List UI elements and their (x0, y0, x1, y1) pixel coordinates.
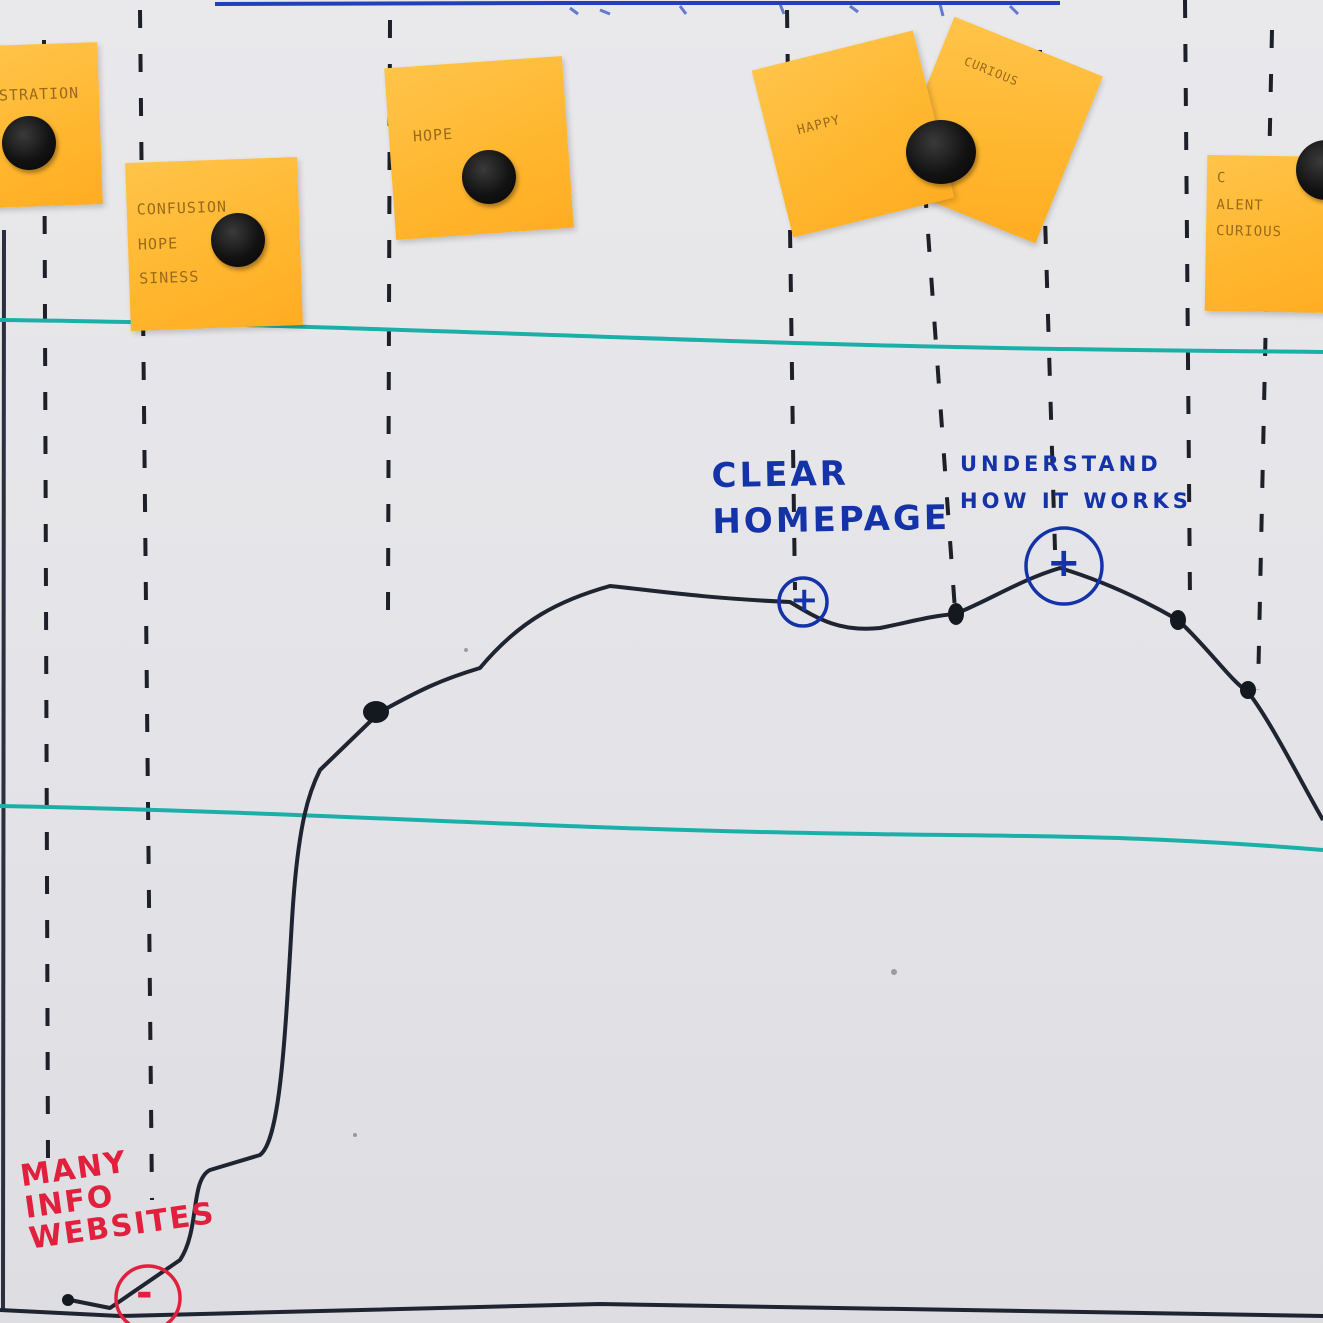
sticky-note-6-text: C ALENT CURIOUS (1215, 170, 1283, 241)
clear-homepage-label: CLEAR HOMEPAGE (711, 453, 951, 542)
curve-point-4 (1240, 681, 1256, 699)
sticky-note-3: HOPE (384, 56, 574, 240)
bottom-baseline (0, 1301, 1323, 1319)
minus-sign: - (136, 1270, 153, 1316)
teal-line-lower (0, 804, 1323, 852)
curve-point-5 (62, 1294, 74, 1306)
journey-curve (69, 566, 1323, 1310)
top-blue-scribble (569, 3, 1020, 17)
dashed-column-1 (42, 39, 50, 1161)
sticky-note-5-text: CURIOUS (962, 54, 1021, 89)
plus-sign-2: + (1047, 540, 1081, 586)
curve-point-2 (948, 603, 964, 625)
plus-sign-1: + (790, 580, 819, 620)
sticky-note-1-text: STRATION (0, 83, 80, 105)
magnet-2 (211, 213, 265, 267)
plus-circle-2 (1024, 526, 1104, 606)
top-blue-line (214, 0, 1060, 6)
curve-point-3 (1170, 610, 1186, 630)
magnet-3 (462, 150, 516, 204)
plus-circle-1 (777, 576, 829, 628)
dashed-column-7 (1183, 0, 1192, 601)
curve-point-1 (363, 701, 389, 723)
curve-points (62, 603, 1256, 1306)
dashed-column-5 (923, 189, 957, 611)
magnet-4 (906, 120, 976, 184)
sticky-note-4-text: HAPPY (795, 112, 843, 139)
dashed-column-8 (1256, 29, 1274, 691)
magnet-1 (2, 116, 56, 170)
sticky-note-3-text: HOPE (412, 124, 454, 146)
smudges (353, 648, 897, 1137)
left-frame-line (1, 229, 6, 1311)
minus-circle (114, 1264, 182, 1323)
understand-label: UNDERSTAND HOW IT WORKS (960, 452, 1192, 513)
